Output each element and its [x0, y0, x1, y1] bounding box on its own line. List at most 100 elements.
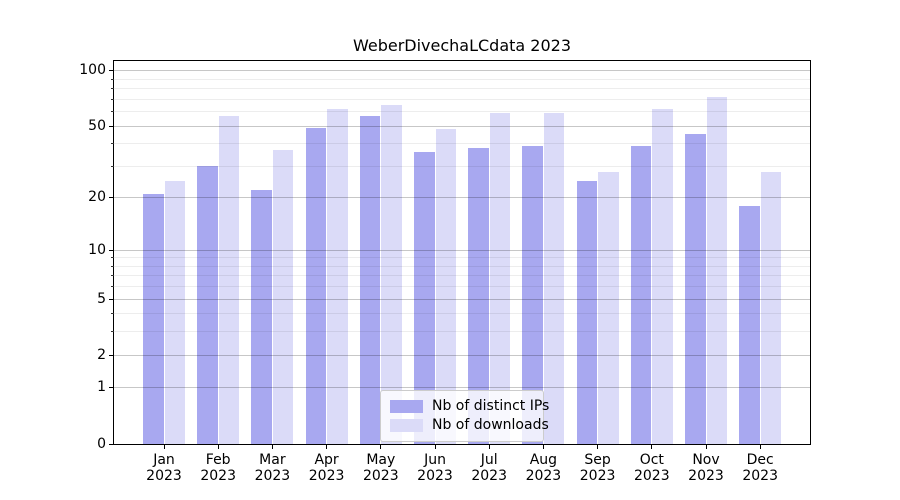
y-tick-label: 20: [88, 189, 106, 206]
x-tick-label-aug: Aug 2023: [515, 452, 571, 484]
x-tick-label-month: May: [366, 452, 396, 468]
bar-distinct-ips-dec: [739, 205, 760, 444]
bars-layer: [114, 61, 810, 444]
plot-area: 100 50 20 10 5 2 1 0 Jan 2023 Feb 2023 Mar 2023 Apr 20…: [79, 60, 811, 484]
axis-spine-top: [113, 60, 811, 61]
y-major-tick: [109, 298, 114, 300]
x-tick-label-year: 2023: [362, 468, 399, 484]
y-minor-tick: [111, 98, 114, 100]
x-tick-label-year: 2023: [688, 468, 724, 484]
y-minor-tick: [111, 257, 114, 259]
bar-distinct-ips-mar: [251, 190, 272, 444]
x-tick-label-dec: Dec 2023: [732, 452, 788, 484]
legend: Nb of distinct IPs Nb of downloads: [380, 390, 549, 442]
x-tick: [380, 445, 382, 449]
y-major-tick: [109, 125, 114, 127]
y-tick-label: 10: [88, 241, 106, 258]
x-tick-label-year: 2023: [633, 468, 670, 484]
axis-spine-right: [810, 60, 811, 445]
bar-downloads-aug: [543, 112, 565, 444]
axis-spine-bottom: [113, 444, 811, 445]
y-minor-tick: [111, 265, 114, 267]
x-tick-label-month: Oct: [639, 452, 664, 468]
y-tick-label: 0: [97, 435, 106, 452]
x-tick-label-month: Apr: [314, 452, 339, 468]
x-tick-label-month: Dec: [746, 452, 774, 468]
legend-item: Nb of downloads: [390, 417, 549, 434]
y-major-tick: [109, 354, 114, 356]
bar-distinct-ips-jun: [414, 151, 435, 444]
bar-downloads-feb: [218, 115, 240, 444]
x-tick-label-oct: Oct 2023: [624, 452, 680, 484]
bar-distinct-ips-aug: [522, 145, 543, 444]
bar-downloads-nov: [706, 97, 727, 444]
x-tick-label-nov: Nov 2023: [678, 452, 734, 484]
x-tick-label-month: Jun: [424, 452, 446, 468]
x-tick: [488, 445, 490, 449]
y-tick-label: 50: [88, 117, 106, 134]
y-minor-tick: [111, 275, 114, 277]
y-minor-tick: [111, 313, 114, 315]
legend-item: Nb of distinct IPs: [390, 398, 549, 415]
x-tick: [651, 445, 653, 449]
x-tick-label-apr: Apr 2023: [299, 452, 355, 484]
bar-distinct-ips-jan: [143, 194, 164, 444]
x-tick-label-year: 2023: [146, 468, 182, 484]
x-tick: [434, 445, 436, 449]
x-tick-label-year: 2023: [308, 468, 345, 484]
x-tick-label-may: May 2023: [353, 452, 409, 484]
bar-downloads-mar: [272, 149, 294, 444]
bar-downloads-apr: [327, 108, 348, 444]
axis-spine-left: [113, 60, 114, 445]
x-tick-label-year: 2023: [417, 468, 453, 484]
y-minor-tick: [111, 78, 114, 80]
bar-distinct-ips-sep: [576, 180, 598, 444]
y-tick-label: 1: [97, 379, 106, 396]
x-tick-label-year: 2023: [525, 468, 562, 484]
bar-downloads-jan: [164, 180, 185, 444]
x-tick-label-month: Nov: [692, 452, 720, 468]
x-tick: [271, 445, 273, 449]
x-tick: [705, 445, 707, 449]
x-tick: [326, 445, 328, 449]
y-tick-label: 100: [79, 62, 106, 79]
x-tick-label-jul: Jul 2023: [461, 452, 517, 484]
x-tick-label-year: 2023: [471, 468, 507, 484]
x-tick-label-month: Jul: [480, 452, 498, 468]
bar-distinct-ips-jul: [468, 147, 489, 444]
x-tick-label-sep: Sep 2023: [570, 452, 626, 484]
bar-distinct-ips-oct: [630, 145, 652, 444]
y-major-tick: [109, 70, 114, 72]
x-tick: [597, 445, 599, 449]
x-tick-label-feb: Feb 2023: [190, 452, 246, 484]
x-tick: [217, 445, 219, 449]
x-tick-label-month: Sep: [584, 452, 611, 468]
y-major-tick: [109, 197, 114, 199]
legend-swatch-downloads: [390, 419, 423, 432]
x-tick: [163, 445, 165, 449]
y-minor-tick: [111, 286, 114, 288]
bar-downloads-oct: [652, 108, 673, 444]
x-tick: [542, 445, 544, 449]
bar-distinct-ips-may: [359, 115, 381, 444]
x-tick-label-year: 2023: [200, 468, 236, 484]
x-tick-label-month: Mar: [259, 452, 286, 468]
bar-distinct-ips-feb: [197, 166, 218, 444]
bar-downloads-dec: [760, 171, 782, 444]
x-tick-label-mar: Mar 2023: [244, 452, 300, 484]
x-tick-label-jun: Jun 2023: [407, 452, 463, 484]
y-minor-tick: [111, 143, 114, 145]
x-tick-label-jan: Jan 2023: [136, 452, 192, 484]
y-tick-label: 5: [97, 290, 106, 307]
bar-downloads-jul: [489, 112, 511, 444]
bar-distinct-ips-nov: [685, 134, 706, 444]
x-tick-label-year: 2023: [254, 468, 291, 484]
chart-title: WeberDivechaLCdata 2023: [352, 36, 572, 55]
x-tick-label-month: Jan: [153, 452, 175, 468]
bar-downloads-jun: [435, 129, 456, 444]
x-tick: [759, 445, 761, 449]
x-tick-label-year: 2023: [579, 468, 616, 484]
y-minor-tick: [111, 111, 114, 113]
y-minor-tick: [111, 331, 114, 333]
